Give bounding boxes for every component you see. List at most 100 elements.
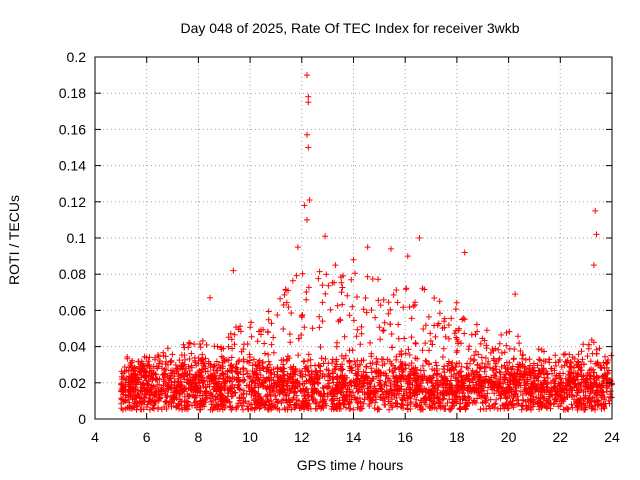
data-point [212, 379, 219, 386]
data-point [519, 403, 526, 410]
data-point [527, 398, 534, 405]
data-point [283, 392, 290, 399]
data-point [416, 402, 423, 409]
data-point [507, 376, 514, 383]
data-point [258, 382, 264, 389]
data-point [126, 379, 133, 386]
data-point [566, 351, 573, 358]
data-point [319, 318, 326, 325]
data-point [207, 364, 214, 371]
data-point [238, 391, 245, 398]
data-point [155, 404, 162, 411]
data-point [481, 368, 488, 375]
data-point [146, 392, 153, 398]
data-point [472, 387, 478, 394]
data-point [342, 352, 349, 359]
data-point [569, 404, 576, 411]
data-point [145, 387, 152, 394]
data-point [236, 357, 243, 364]
data-point [353, 333, 360, 340]
data-point [272, 392, 279, 399]
data-point [381, 319, 388, 326]
data-point [127, 383, 134, 390]
data-point [387, 380, 394, 387]
data-point [473, 369, 480, 376]
x-tick-label: 16 [397, 429, 413, 445]
data-point [282, 406, 289, 413]
data-point [464, 372, 470, 379]
data-point [229, 374, 236, 381]
data-point [315, 275, 322, 282]
data-point [322, 290, 329, 297]
data-point [439, 325, 446, 332]
data-point [248, 319, 255, 326]
data-point [274, 312, 281, 318]
data-point [510, 402, 517, 409]
data-point [292, 378, 299, 385]
data-point [160, 352, 167, 359]
data-point [266, 377, 273, 384]
data-point [427, 338, 434, 344]
data-point [542, 358, 549, 365]
data-point [433, 371, 440, 378]
data-point [128, 363, 135, 370]
data-point [392, 400, 399, 407]
data-point [274, 373, 281, 380]
data-point [132, 392, 138, 399]
data-point [332, 384, 339, 391]
data-point [454, 377, 461, 384]
data-point [571, 396, 577, 403]
data-point [558, 387, 565, 393]
data-point [130, 378, 137, 385]
data-point [126, 373, 133, 380]
data-point [347, 388, 353, 395]
data-point [373, 388, 380, 395]
data-point [373, 361, 380, 368]
data-point [592, 207, 599, 214]
data-point [530, 401, 537, 408]
data-point [477, 374, 484, 381]
data-point [536, 406, 543, 413]
data-point [386, 377, 393, 383]
y-tick-label: 0.18 [59, 85, 86, 101]
data-point [182, 385, 189, 392]
data-point [407, 399, 414, 406]
data-point [473, 321, 480, 328]
data-point [404, 402, 411, 409]
data-point [358, 330, 365, 337]
data-point [511, 346, 518, 353]
data-point [550, 384, 557, 391]
x-tick-label: 24 [604, 429, 620, 445]
data-point [560, 351, 567, 358]
data-point [322, 233, 329, 240]
data-point [290, 394, 297, 401]
data-point [376, 406, 383, 413]
data-point [474, 361, 481, 368]
data-point [360, 357, 367, 364]
data-point [341, 375, 348, 382]
y-tick-label: 0.2 [67, 49, 87, 65]
data-point [348, 276, 355, 283]
data-point [226, 375, 233, 382]
data-point [375, 297, 382, 304]
data-point [486, 403, 492, 409]
data-point [460, 315, 467, 322]
data-point [461, 330, 468, 337]
data-point [240, 371, 247, 378]
data-point [326, 383, 332, 390]
data-point [265, 316, 272, 323]
data-point [372, 314, 379, 321]
data-point [214, 367, 221, 374]
data-point [605, 397, 612, 404]
data-point [177, 378, 184, 385]
data-point [235, 370, 242, 377]
data-point [440, 380, 447, 387]
data-point [487, 396, 494, 403]
data-point [447, 385, 454, 392]
data-point [243, 368, 250, 374]
data-point [507, 381, 513, 388]
data-point [402, 365, 409, 372]
data-point [530, 380, 537, 387]
data-point [349, 303, 356, 310]
data-point [493, 375, 500, 382]
